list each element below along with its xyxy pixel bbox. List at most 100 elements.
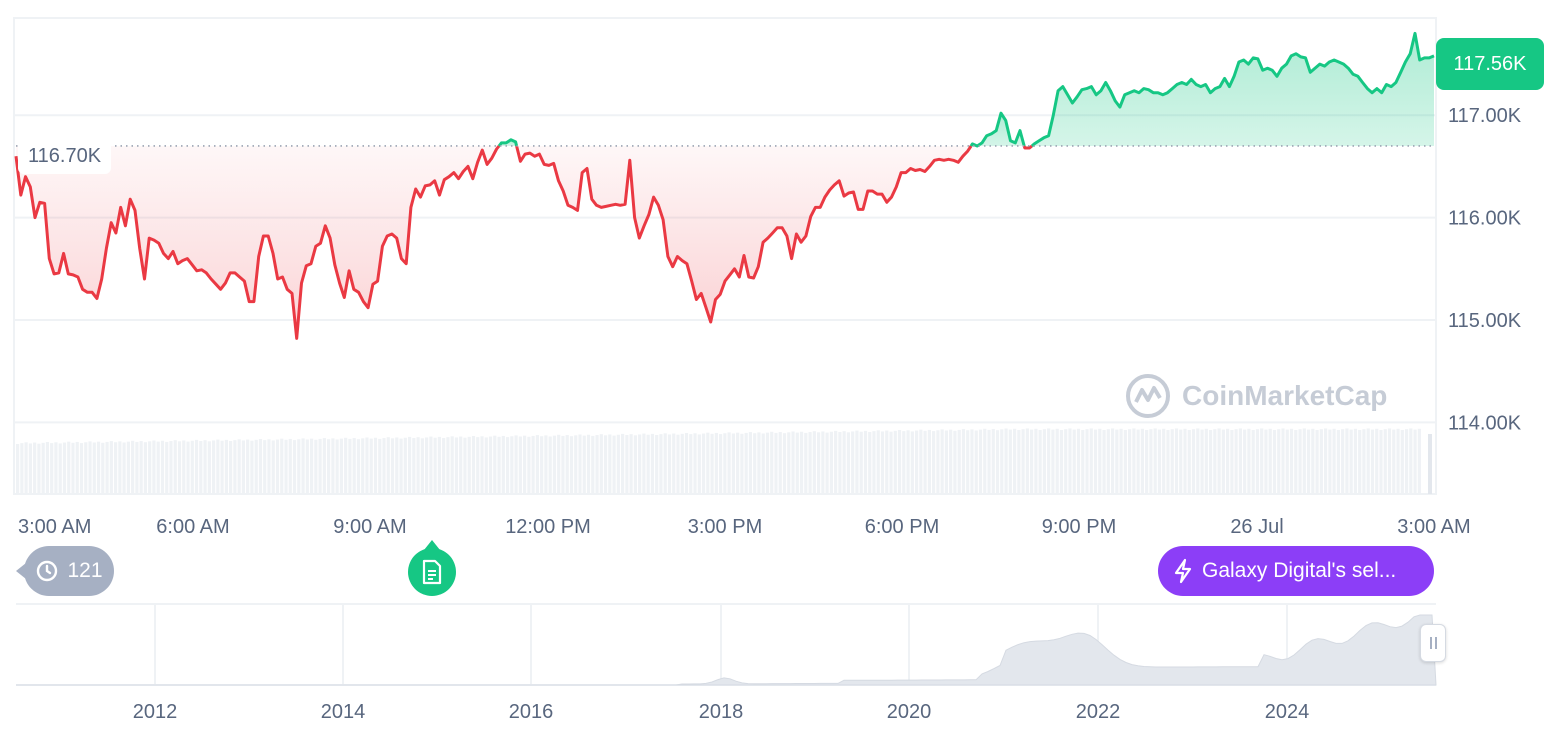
volume-bar (876, 430, 880, 494)
volume-bar (1417, 428, 1421, 494)
volume-bar (1264, 429, 1268, 494)
volume-bar (237, 439, 241, 494)
volume-bar (75, 441, 79, 494)
volume-bar (62, 442, 67, 494)
volume-bar (88, 441, 92, 494)
volume-bar (92, 442, 96, 494)
volume-bar (1085, 429, 1089, 494)
volume-bar (582, 435, 586, 494)
volume-bar (910, 431, 914, 494)
volume-bar (1166, 430, 1170, 494)
navigator-year-label: 2024 (1265, 701, 1310, 723)
price-area (16, 33, 1434, 339)
volume-bar (263, 440, 267, 494)
volume-bar (1115, 429, 1119, 494)
volume-bar (1277, 429, 1281, 494)
volume-bar (804, 432, 808, 494)
volume-bar (1132, 428, 1136, 494)
volume-bar (126, 441, 130, 494)
volume-bar (254, 439, 258, 494)
volume-bar (940, 429, 944, 494)
volume-bar (16, 444, 20, 494)
volume-bar (1289, 428, 1294, 494)
volume-bar (902, 431, 906, 494)
volume-bar (1059, 430, 1064, 494)
volume-bar (1294, 430, 1298, 494)
volume-bar (173, 440, 177, 494)
volume-bar (28, 443, 32, 494)
navigator-chart[interactable]: 2012 2014 2016 2018 2020 2022 2024 (16, 603, 1437, 723)
volume-bar (1298, 429, 1302, 494)
x-tick-label: 6:00 PM (865, 516, 939, 538)
volume-bar (352, 438, 356, 494)
volume-bar (808, 432, 812, 494)
volume-bar (693, 433, 697, 494)
volume-bar (527, 436, 531, 494)
volume-bar (659, 434, 663, 494)
volume-bar (169, 441, 173, 494)
volume-bar (812, 431, 816, 494)
line-segment-up (1030, 31, 1435, 148)
navigator-year-label: 2022 (1076, 701, 1121, 723)
navigator-year-label: 2016 (509, 701, 554, 723)
volume-bar (1234, 429, 1238, 494)
volume-bar (288, 438, 292, 494)
volume-bar (1217, 428, 1221, 494)
reference-price-label: 116.70K (18, 138, 112, 174)
volume-bar (1017, 430, 1021, 494)
volume-bar (765, 432, 770, 494)
event-button[interactable]: Galaxy Digital's sel... (1158, 546, 1434, 596)
volume-bar (501, 435, 505, 494)
navigator-drag-handle[interactable] (1420, 624, 1446, 662)
volume-bar (1243, 429, 1247, 494)
news-marker[interactable] (408, 540, 456, 596)
volume-bar (574, 435, 578, 494)
volume-bar (1230, 430, 1234, 494)
volume-bar (309, 438, 314, 494)
volume-bar (454, 437, 459, 494)
volume-bar (45, 441, 50, 494)
line-segment-down (1022, 144, 1033, 150)
volume-bar (425, 437, 429, 494)
volume-bar (548, 436, 552, 494)
volume-bar (50, 443, 54, 494)
volume-bar (757, 432, 761, 494)
volume-bar (216, 439, 220, 494)
navigator-area (16, 614, 1437, 686)
volume-bar (851, 431, 855, 494)
navigator-year-label: 2020 (887, 701, 932, 723)
volume-bar (727, 432, 731, 494)
volume-bar (356, 439, 361, 494)
volume-bar (1106, 429, 1110, 494)
volume-bar (1030, 429, 1034, 494)
history-button[interactable]: 121 (16, 546, 114, 596)
area-below-reference (516, 145, 972, 322)
volume-bar (1281, 428, 1285, 494)
volume-bar (305, 439, 309, 494)
volume-bar (970, 429, 974, 494)
volume-bar (1208, 430, 1213, 494)
x-tick-label: 9:00 AM (333, 516, 406, 538)
volume-bar (1170, 429, 1174, 494)
volume-bar (148, 441, 152, 494)
x-tick-label: 12:00 PM (505, 516, 591, 538)
volume-bar (591, 435, 595, 494)
line-segment-up (497, 138, 519, 147)
volume-bar (1000, 429, 1004, 494)
volume-bar (1187, 430, 1191, 494)
volume-bar (616, 434, 620, 494)
volume-bar (1042, 429, 1047, 494)
volume-bar (863, 430, 868, 494)
volume-bar (437, 436, 441, 494)
volume-bar (731, 433, 735, 494)
volume-bar (1396, 428, 1400, 494)
volume-bar (1200, 429, 1204, 494)
volume-bar (868, 432, 872, 494)
volume-bar (932, 431, 936, 494)
volume-bar (540, 436, 544, 494)
volume-bar (821, 431, 825, 494)
volume-bar (1110, 428, 1115, 494)
volume-bar (1128, 429, 1132, 494)
navigator-year-label: 2012 (133, 701, 178, 723)
